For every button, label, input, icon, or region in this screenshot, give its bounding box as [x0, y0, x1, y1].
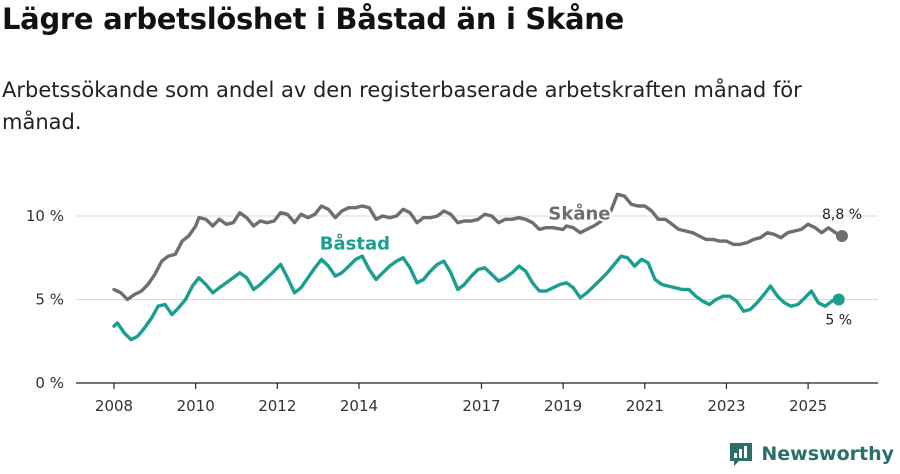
y-tick-label: 0 % — [35, 374, 64, 392]
newsworthy-logo-icon — [730, 443, 753, 466]
brand-name: Newsworthy — [761, 443, 894, 465]
series-name-label-skane: Skåne — [548, 202, 610, 224]
y-tick-label: 10 % — [26, 207, 64, 225]
end-value-label-skane: 8,8 % — [822, 207, 862, 223]
chart-title: Lägre arbetslöshet i Båstad än i Skåne — [2, 2, 624, 36]
x-tick-label: 2023 — [707, 397, 745, 415]
x-tick-label: 2012 — [258, 397, 296, 415]
x-axis: 2008 2010 2012 2014 2017 2019 2021 2023 2025 — [95, 383, 827, 415]
x-tick-label: 2014 — [340, 397, 378, 415]
x-tick-label: 2025 — [789, 397, 827, 415]
x-tick-label: 2021 — [626, 397, 664, 415]
end-value-label-bastad: 5 % — [825, 313, 852, 329]
end-point-skane[interactable] — [836, 230, 848, 243]
gridlines — [76, 215, 878, 300]
x-tick-label: 2008 — [95, 397, 133, 415]
chart-subtitle: Arbetssökande som andel av den registerb… — [2, 78, 802, 134]
series — [112, 192, 848, 342]
series-line-bastad[interactable] — [112, 254, 841, 342]
x-tick-label: 2019 — [544, 397, 582, 415]
series-name-label-bastad: Båstad — [320, 232, 390, 254]
end-point-bastad[interactable] — [832, 293, 845, 306]
x-tick-label: 2017 — [462, 397, 500, 415]
y-tick-label: 5 % — [35, 291, 64, 309]
y-axis: 0 % 5 % 10 % — [26, 207, 64, 392]
series-labels: 8,8 % Skåne 5 % Båstad — [318, 200, 862, 329]
series-line-skane[interactable] — [112, 192, 844, 302]
brand[interactable]: Newsworthy — [727, 440, 894, 468]
x-tick-label: 2010 — [177, 397, 215, 415]
